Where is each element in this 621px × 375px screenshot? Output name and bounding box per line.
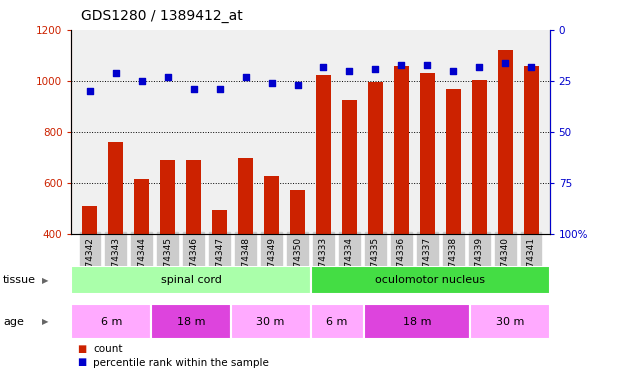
Point — [84, 88, 94, 94]
Point — [319, 64, 329, 70]
Text: 6 m: 6 m — [101, 316, 122, 327]
Bar — [342, 100, 357, 337]
Point — [448, 68, 458, 74]
Text: GDS1280 / 1389412_at: GDS1280 / 1389412_at — [81, 9, 242, 23]
Bar — [497, 51, 513, 337]
Bar — [310, 304, 364, 339]
Point — [137, 78, 147, 84]
Bar — [134, 180, 150, 337]
Bar — [364, 304, 470, 339]
Text: 18 m: 18 m — [177, 316, 205, 327]
Point — [501, 60, 510, 66]
Point — [292, 82, 302, 88]
Bar — [420, 74, 435, 337]
Text: percentile rank within the sample: percentile rank within the sample — [93, 357, 269, 368]
Text: 6 m: 6 m — [327, 316, 348, 327]
Point — [189, 86, 199, 92]
Point — [163, 74, 173, 80]
Text: 18 m: 18 m — [402, 316, 431, 327]
Point — [215, 86, 225, 92]
Text: oculomotor nucleus: oculomotor nucleus — [375, 275, 485, 285]
Point — [474, 64, 484, 70]
Text: ▶: ▶ — [42, 276, 48, 285]
Point — [422, 62, 432, 68]
Point — [240, 74, 250, 80]
Bar — [290, 190, 306, 337]
Bar — [71, 266, 310, 294]
Point — [345, 68, 355, 74]
Bar — [231, 304, 310, 339]
Bar — [212, 210, 227, 337]
Text: age: age — [3, 316, 24, 327]
Bar — [315, 75, 331, 337]
Bar — [264, 176, 279, 337]
Text: ▶: ▶ — [42, 317, 48, 326]
Text: 30 m: 30 m — [256, 316, 285, 327]
Bar — [160, 160, 175, 337]
Bar — [186, 160, 201, 337]
Text: tissue: tissue — [3, 275, 36, 285]
Bar — [394, 66, 409, 337]
Text: count: count — [93, 344, 123, 354]
Point — [266, 80, 276, 86]
Bar — [238, 158, 253, 337]
Bar — [310, 266, 550, 294]
Point — [371, 66, 381, 72]
Point — [396, 62, 406, 68]
Text: ■: ■ — [78, 344, 87, 354]
Text: 30 m: 30 m — [496, 316, 524, 327]
Bar — [470, 304, 550, 339]
Bar — [151, 304, 231, 339]
Bar — [368, 82, 383, 337]
Text: spinal cord: spinal cord — [160, 275, 222, 285]
Bar — [71, 304, 151, 339]
Bar — [108, 142, 124, 337]
Text: ■: ■ — [78, 357, 87, 368]
Bar — [82, 206, 97, 337]
Point — [527, 64, 537, 70]
Bar — [471, 80, 487, 337]
Point — [111, 70, 120, 76]
Bar — [446, 89, 461, 337]
Bar — [524, 66, 539, 337]
